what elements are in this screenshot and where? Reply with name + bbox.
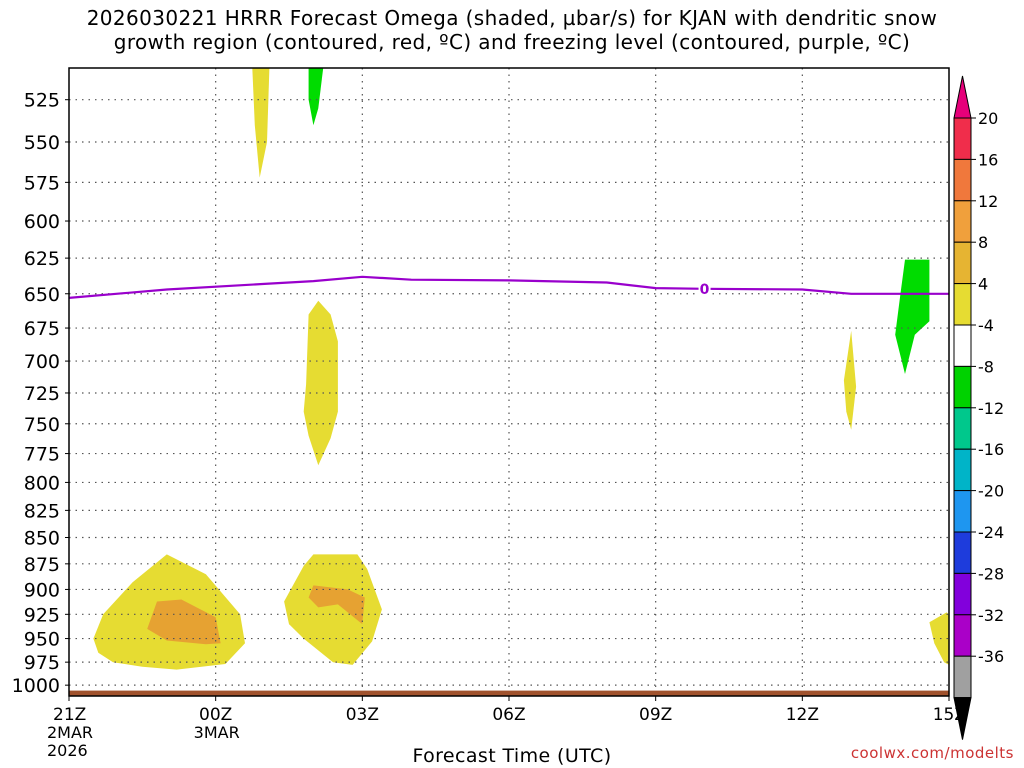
x-tick-label-03Z: 03Z: [346, 705, 379, 725]
colorbar-segment-4: [953, 283, 972, 326]
y-tick-label-525mb: 525: [24, 90, 60, 112]
omega-region-6: [308, 68, 324, 126]
colorbar-label-12: -32: [978, 606, 1004, 625]
chart-title-line1: 2026030221 HRRR Forecast Omega (shaded, …: [86, 6, 938, 30]
colorbar-label-9: -20: [978, 482, 1004, 501]
y-tick-label-700mb: 700: [24, 351, 60, 373]
colorbar-segment-12: [953, 614, 972, 657]
freezing-level-label-bg: [698, 280, 711, 297]
y-tick-label-975mb: 975: [24, 652, 60, 674]
colorbar-top-cap: [953, 75, 972, 119]
x-tick-sublabel-3MAR: 3MAR: [194, 723, 240, 742]
y-tick-label-850mb: 850: [24, 527, 60, 549]
x-tick-label-12Z: 12Z: [786, 705, 819, 725]
omega-region-5: [252, 68, 270, 178]
omega-region-3: [308, 585, 365, 625]
colorbar-segment-3: [953, 241, 972, 285]
y-tick-label-950mb: 950: [24, 629, 60, 651]
chart-title: 2026030221 HRRR Forecast Omega (shaded, …: [0, 6, 1024, 54]
colorbar-segment-6: [953, 365, 972, 409]
y-tick-label-550mb: 550: [24, 132, 60, 154]
x-tick-label-06Z: 06Z: [492, 705, 525, 725]
colorbar-label-10: -24: [978, 523, 1004, 542]
y-tick-label-600mb: 600: [24, 211, 60, 233]
x-tick-sublabel-2MAR: 2MAR: [47, 723, 93, 742]
colorbar-segment-10: [953, 531, 972, 574]
omega-region-1: [147, 599, 221, 645]
colorbar-label-11: -28: [978, 564, 1004, 583]
colorbar-label-0: 20: [978, 109, 998, 128]
colorbar-label-8: -16: [978, 440, 1004, 459]
colorbar-segment-11: [953, 572, 972, 616]
colorbar-bottom-cap: [953, 697, 972, 740]
omega-region-2: [284, 554, 382, 665]
colorbar-segment-9: [953, 490, 972, 533]
colorbar-label-7: -12: [978, 399, 1004, 418]
colorbar-label-4: 4: [978, 275, 988, 294]
omega-region-7: [843, 330, 857, 430]
y-tick-label-575mb: 575: [24, 172, 60, 194]
y-tick-label-925mb: 925: [24, 604, 60, 626]
y-tick-label-650mb: 650: [24, 284, 60, 306]
colorbar-label-3: 8: [978, 233, 988, 252]
colorbar-label-6: -8: [978, 357, 994, 376]
y-tick-label-900mb: 900: [24, 579, 60, 601]
freezing-level-label: 0: [700, 282, 710, 298]
colorbar-label-13: -36: [978, 647, 1004, 666]
x-axis-title: Forecast Time (UTC): [412, 745, 612, 767]
y-tick-label-825mb: 825: [24, 500, 60, 522]
colorbar-label-2: 12: [978, 192, 998, 211]
colorbar-segment-1: [953, 158, 972, 202]
credit-link[interactable]: coolwx.com/modelts: [850, 744, 1014, 762]
colorbar-segment-0: [953, 117, 972, 160]
chart-title-line2: growth region (contoured, red, ºC) and f…: [113, 30, 911, 54]
colorbar-segment-5: [953, 324, 972, 367]
freezing-level-line: [68, 275, 949, 299]
y-tick-label-725mb: 725: [24, 383, 60, 405]
plot-frame: [68, 67, 950, 697]
y-tick-label-750mb: 750: [24, 414, 60, 436]
omega-region-9: [929, 612, 949, 665]
y-tick-label-625mb: 625: [24, 248, 60, 270]
omega-region-8: [895, 259, 930, 374]
y-tick-label-875mb: 875: [24, 554, 60, 576]
y-tick-label-1000mb: 1000: [12, 675, 60, 697]
y-tick-label-775mb: 775: [24, 444, 60, 466]
colorbar-label-1: 16: [978, 150, 998, 169]
ground-band: [69, 690, 949, 696]
colorbar-segment-2: [953, 200, 972, 243]
colorbar-segment-13: [953, 655, 972, 699]
colorbar-label-5: -4: [978, 316, 994, 335]
y-tick-label-800mb: 800: [24, 472, 60, 494]
x-tick-label-21Z: 21Z: [53, 705, 86, 725]
x-tick-sublabel-2026: 2026: [47, 741, 88, 760]
x-tick-label-09Z: 09Z: [639, 705, 672, 725]
y-tick-label-675mb: 675: [24, 318, 60, 340]
x-tick-label-00Z: 00Z: [199, 705, 232, 725]
colorbar-segment-7: [953, 407, 972, 450]
colorbar-segment-8: [953, 448, 972, 492]
